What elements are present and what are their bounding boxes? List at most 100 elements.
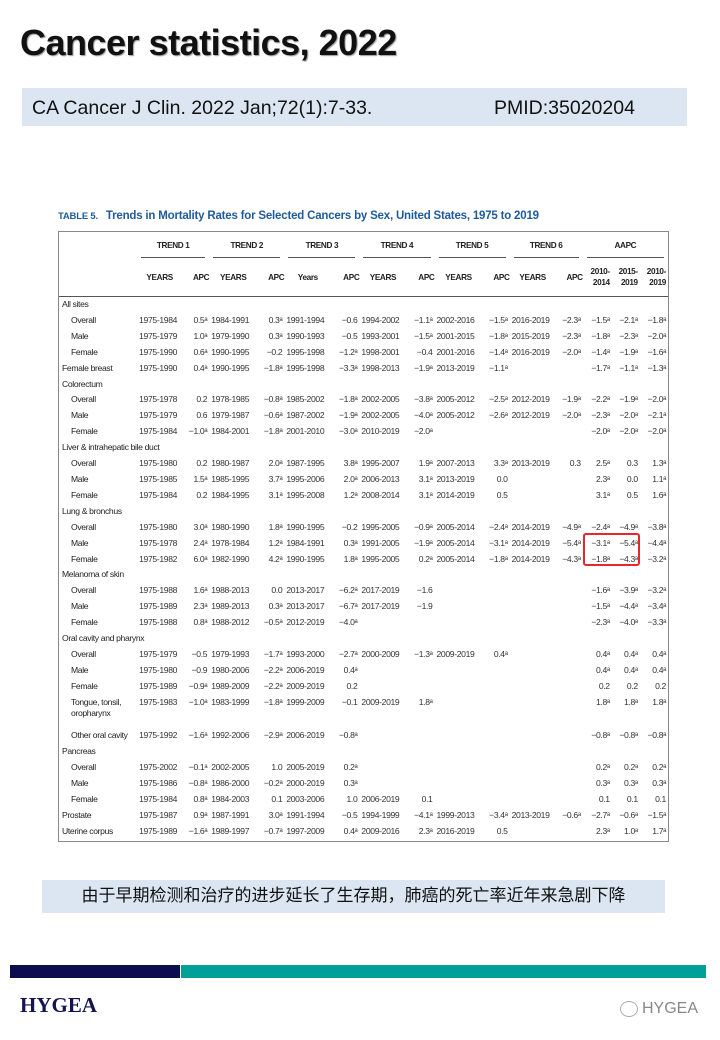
row-label: Overall bbox=[71, 762, 96, 773]
years-cell: 1998-2001 bbox=[361, 346, 400, 357]
table-title: TABLE 5. Trends in Mortality Rates for Se… bbox=[58, 210, 539, 222]
years-cell: 1989-2009 bbox=[211, 680, 250, 691]
years-cell bbox=[510, 583, 556, 599]
table-row: Overall 1975-1988 1.6ᵃ 1988-2013 0.0 2013-201… bbox=[59, 583, 668, 599]
years-cell: 2006-2013 bbox=[361, 473, 400, 484]
years-cell bbox=[510, 695, 556, 729]
apc-cell bbox=[556, 776, 583, 792]
apc-cell: 0.4ᵃ bbox=[193, 362, 208, 373]
apc-cell bbox=[556, 679, 583, 695]
apc-cell: 0.5 bbox=[496, 825, 508, 836]
apc-cell: −6.7ᵃ bbox=[338, 601, 358, 612]
apc-cell: −0.5 bbox=[191, 648, 208, 659]
apc-cell: −1.2ᵃ bbox=[338, 346, 358, 357]
row-label: Female bbox=[71, 346, 98, 357]
aapc-cell: 0.0 bbox=[626, 473, 638, 484]
aapc-cell: −2.1ᵃ bbox=[647, 410, 667, 421]
apc-cell: −0.5ᵃ bbox=[263, 617, 283, 628]
row-label: Female bbox=[71, 617, 98, 628]
apc-cell: 3.8ᵃ bbox=[343, 458, 358, 469]
apc-cell: −2.7ᵃ bbox=[338, 648, 358, 659]
aapc-cell: 0.3 bbox=[626, 458, 638, 469]
years-cell: 2016-2019 bbox=[436, 825, 475, 836]
aapc-cell: −4.4ᵃ bbox=[647, 537, 667, 548]
aapc-cell: −1.7ᵃ bbox=[591, 362, 610, 373]
apc-cell: −1.5ᵃ bbox=[489, 314, 508, 325]
apc-cell: 2.3ᵃ bbox=[418, 825, 433, 836]
apc-cell bbox=[483, 695, 510, 729]
apc-cell: 0.0 bbox=[271, 585, 283, 596]
row-label: Pancreas bbox=[62, 746, 96, 757]
years-cell: 1975-1978 bbox=[139, 394, 178, 405]
years-cell: 2010-2019 bbox=[361, 426, 400, 437]
apc-cell: −1.8ᵃ bbox=[263, 426, 283, 437]
table-row: Overall 1975-1979 −0.5 1979-1993 −1.7ᵃ 1993-2… bbox=[59, 647, 668, 663]
years-cell: 2006-2019 bbox=[286, 664, 325, 675]
aapc-cell: 1.8ᵃ bbox=[624, 696, 638, 707]
row-label: Other oral cavity bbox=[71, 730, 128, 741]
aapc-cell: −2.0ᵃ bbox=[647, 330, 667, 341]
years-cell: 1997-2009 bbox=[286, 825, 325, 836]
aapc-cell: 0.1 bbox=[626, 794, 638, 805]
aapc-cell: −2.3ᵃ bbox=[591, 410, 610, 421]
apc-cell: −1.9 bbox=[416, 601, 433, 612]
apc-cell: 0.3 bbox=[569, 458, 581, 469]
years-cell: 2008-2014 bbox=[361, 489, 400, 500]
row-label: Female bbox=[71, 489, 98, 500]
apc-cell: 2.0ᵃ bbox=[343, 473, 358, 484]
wechat-icon bbox=[619, 1000, 638, 1017]
apc-cell: −2.6ᵃ bbox=[489, 410, 508, 421]
table-row: Overall 1975-1980 0.2 1980-1987 2.0ᵃ 1987-199… bbox=[59, 456, 668, 472]
years-cell bbox=[359, 760, 406, 776]
footer-bar-navy bbox=[10, 965, 180, 978]
citation-text: CA Cancer J Clin. 2022 Jan;72(1):7-33. bbox=[32, 97, 373, 119]
apc-cell: −0.1ᵃ bbox=[188, 762, 208, 773]
apc-cell: 0.2 bbox=[196, 489, 208, 500]
aapc-cell: 0.3ᵃ bbox=[652, 778, 666, 789]
apc-cell: −3.3ᵃ bbox=[338, 362, 358, 373]
aapc-cell: 0.2 bbox=[598, 680, 610, 691]
apc-cell bbox=[556, 424, 583, 440]
aapc-cell: −2.0ᵃ bbox=[619, 426, 638, 437]
aapc-cell: −3.9ᵃ bbox=[619, 585, 638, 596]
column-header: 2015-2019 bbox=[611, 258, 640, 297]
table-row: Female breast 1975-1990 0.4ᵃ 1990-1995 −1.8ᵃ… bbox=[59, 361, 668, 377]
aapc-cell: 0.2ᵃ bbox=[652, 762, 666, 773]
years-cell: 1995-2006 bbox=[286, 473, 325, 484]
years-cell bbox=[510, 728, 556, 744]
years-cell: 2013-2019 bbox=[511, 809, 550, 820]
table-row: Liver & intrahepatic bile duct bbox=[59, 440, 668, 456]
years-cell: 1975-1979 bbox=[139, 410, 178, 421]
table-row: Male 1975-1989 2.3ᵃ 1989-2013 0.3ᵃ 2013-2017 −… bbox=[59, 599, 668, 615]
apc-cell: −2.4ᵃ bbox=[489, 521, 508, 532]
apc-cell: −2.3ᵃ bbox=[562, 330, 581, 341]
apc-cell: 0.9ᵃ bbox=[193, 809, 208, 820]
aapc-cell: −0.8ᵃ bbox=[591, 730, 610, 741]
row-label: Overall bbox=[71, 521, 96, 532]
aapc-cell: −1.6ᵃ bbox=[647, 346, 667, 357]
column-header: 2010-2014 bbox=[582, 258, 612, 297]
years-cell: 1979-1990 bbox=[211, 330, 250, 341]
table-row: Overall 1975-1978 0.2 1978-1985 −0.8ᵃ 1985-20… bbox=[59, 392, 668, 408]
slide-title: Cancer statistics, 2022 bbox=[20, 22, 397, 63]
table-row: Male 1975-1979 1.0ᵃ 1979-1990 0.3ᵃ 1990-1993 −… bbox=[59, 329, 668, 345]
years-cell: 1988-2012 bbox=[211, 617, 250, 628]
apc-cell: −0.8ᵃ bbox=[188, 778, 208, 789]
aapc-cell: −2.2ᵃ bbox=[591, 394, 610, 405]
column-header: APC bbox=[331, 258, 360, 297]
apc-cell: −2.0ᵃ bbox=[562, 346, 581, 357]
years-cell: 2014-2019 bbox=[511, 521, 550, 532]
apc-cell: 2.0ᵃ bbox=[268, 458, 283, 469]
years-cell: 1984-1991 bbox=[211, 314, 250, 325]
years-cell: 1975-1984 bbox=[139, 794, 178, 805]
years-cell: 2016-2019 bbox=[511, 346, 550, 357]
years-cell: 2000-2009 bbox=[361, 648, 400, 659]
aapc-cell: −4.9ᵃ bbox=[619, 521, 638, 532]
years-cell: 2016-2019 bbox=[511, 314, 550, 325]
apc-cell: −0.2 bbox=[341, 521, 358, 532]
apc-cell: −1.8ᵃ bbox=[489, 553, 508, 564]
years-cell: 1975-1980 bbox=[139, 458, 178, 469]
group-header: TREND 1 bbox=[137, 232, 209, 258]
years-cell: 2005-2014 bbox=[436, 521, 475, 532]
